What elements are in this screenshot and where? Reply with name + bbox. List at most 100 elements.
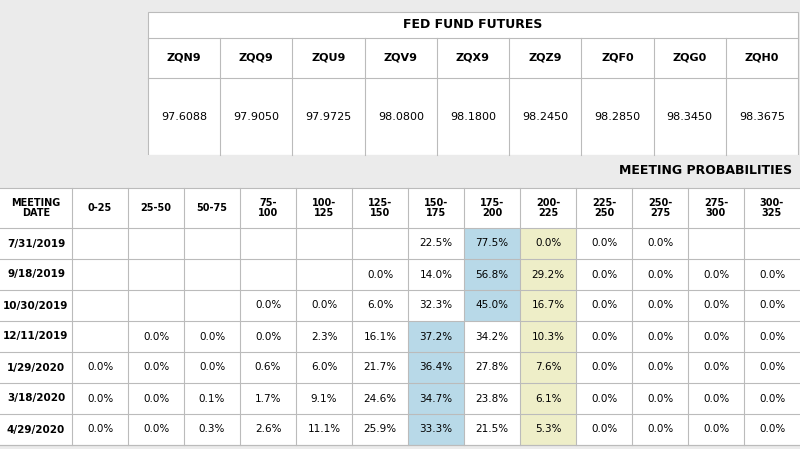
Text: 4/29/2020: 4/29/2020 [7,424,65,435]
Text: 21.5%: 21.5% [475,424,509,435]
Text: 23.8%: 23.8% [475,393,509,404]
Text: ZQU9: ZQU9 [311,53,346,63]
Text: ZQN9: ZQN9 [166,53,202,63]
Text: 9/18/2019: 9/18/2019 [7,269,65,279]
Bar [520,259,576,290]
Text: 25.9%: 25.9% [363,424,397,435]
Text: 0.0%: 0.0% [591,362,617,373]
Text: 0.0%: 0.0% [759,362,785,373]
Text: 300-
325: 300- 325 [760,198,784,218]
Text: 175-
200: 175- 200 [480,198,504,218]
Text: 0.0%: 0.0% [647,393,673,404]
Text: 50-75: 50-75 [197,203,227,213]
Text: 0.0%: 0.0% [759,269,785,279]
Text: 150-
175: 150- 175 [424,198,448,218]
Text: 14.0%: 14.0% [419,269,453,279]
Text: 6.1%: 6.1% [534,393,562,404]
Text: 0.0%: 0.0% [591,269,617,279]
Text: 0.0%: 0.0% [87,393,113,404]
Text: 98.0800: 98.0800 [378,111,424,122]
Text: 98.3450: 98.3450 [666,111,713,122]
Text: 0.0%: 0.0% [647,238,673,248]
Text: 225-
250: 225- 250 [592,198,616,218]
Text: 98.1800: 98.1800 [450,111,496,122]
Text: 10.3%: 10.3% [531,331,565,342]
Text: 0.0%: 0.0% [759,300,785,311]
Text: 0.0%: 0.0% [647,331,673,342]
Text: 56.8%: 56.8% [475,269,509,279]
Bar [408,383,464,414]
Text: 97.9725: 97.9725 [306,111,352,122]
Text: 6.0%: 6.0% [311,362,337,373]
Text: 0.3%: 0.3% [199,424,225,435]
Bar [0,155,800,188]
Text: 0.0%: 0.0% [647,300,673,311]
Text: 0.0%: 0.0% [255,300,281,311]
Text: 0.0%: 0.0% [311,300,337,311]
Bar [520,290,576,321]
Text: 0.0%: 0.0% [199,362,225,373]
Bar [0,188,800,445]
Text: 0.0%: 0.0% [367,269,393,279]
Text: 0.0%: 0.0% [199,331,225,342]
Text: 27.8%: 27.8% [475,362,509,373]
Text: 16.1%: 16.1% [363,331,397,342]
Text: 1/29/2020: 1/29/2020 [7,362,65,373]
Text: 0.0%: 0.0% [143,393,169,404]
Text: 0.0%: 0.0% [535,238,561,248]
Bar [520,228,576,259]
Text: 98.3675: 98.3675 [739,111,785,122]
Text: ZQF0: ZQF0 [601,53,634,63]
Text: 45.0%: 45.0% [475,300,509,311]
Text: MEETING PROBABILITIES: MEETING PROBABILITIES [619,163,792,176]
Text: 0.0%: 0.0% [647,424,673,435]
Text: 250-
275: 250- 275 [648,198,672,218]
Text: 16.7%: 16.7% [531,300,565,311]
Text: 0.0%: 0.0% [703,331,729,342]
Text: 0.0%: 0.0% [87,362,113,373]
Text: 0.0%: 0.0% [591,300,617,311]
Text: 77.5%: 77.5% [475,238,509,248]
Bar [520,414,576,445]
Text: 0.1%: 0.1% [199,393,225,404]
Text: 0.0%: 0.0% [759,393,785,404]
Text: 10/30/2019: 10/30/2019 [3,300,69,311]
Text: 0.0%: 0.0% [703,269,729,279]
Text: 97.6088: 97.6088 [161,111,207,122]
Text: 0.0%: 0.0% [703,393,729,404]
Text: 0.0%: 0.0% [255,331,281,342]
Text: ZQG0: ZQG0 [673,53,706,63]
Text: 0.0%: 0.0% [591,238,617,248]
Text: 9.1%: 9.1% [310,393,338,404]
Bar [520,383,576,414]
Text: ZQX9: ZQX9 [456,53,490,63]
Text: 0.0%: 0.0% [143,362,169,373]
Text: 0.0%: 0.0% [87,424,113,435]
Text: 98.2850: 98.2850 [594,111,641,122]
Text: 97.9050: 97.9050 [234,111,279,122]
Text: 0.0%: 0.0% [703,424,729,435]
Text: 12/11/2019: 12/11/2019 [3,331,69,342]
Bar [148,12,798,155]
Text: ZQZ9: ZQZ9 [529,53,562,63]
Text: 0.0%: 0.0% [703,300,729,311]
Text: 3/18/2020: 3/18/2020 [7,393,65,404]
Text: 100-
125: 100- 125 [312,198,336,218]
Text: 24.6%: 24.6% [363,393,397,404]
Text: 36.4%: 36.4% [419,362,453,373]
Text: 0.0%: 0.0% [143,331,169,342]
Bar [520,321,576,352]
Bar [408,352,464,383]
Text: 11.1%: 11.1% [307,424,341,435]
Text: 1.7%: 1.7% [254,393,282,404]
Text: 0.0%: 0.0% [647,362,673,373]
Text: 7.6%: 7.6% [534,362,562,373]
Text: 98.2450: 98.2450 [522,111,568,122]
Bar [464,290,520,321]
Text: 200-
225: 200- 225 [536,198,560,218]
Bar [408,321,464,352]
Text: 29.2%: 29.2% [531,269,565,279]
Text: 7/31/2019: 7/31/2019 [7,238,65,248]
Text: ZQQ9: ZQQ9 [239,53,274,63]
Text: 21.7%: 21.7% [363,362,397,373]
